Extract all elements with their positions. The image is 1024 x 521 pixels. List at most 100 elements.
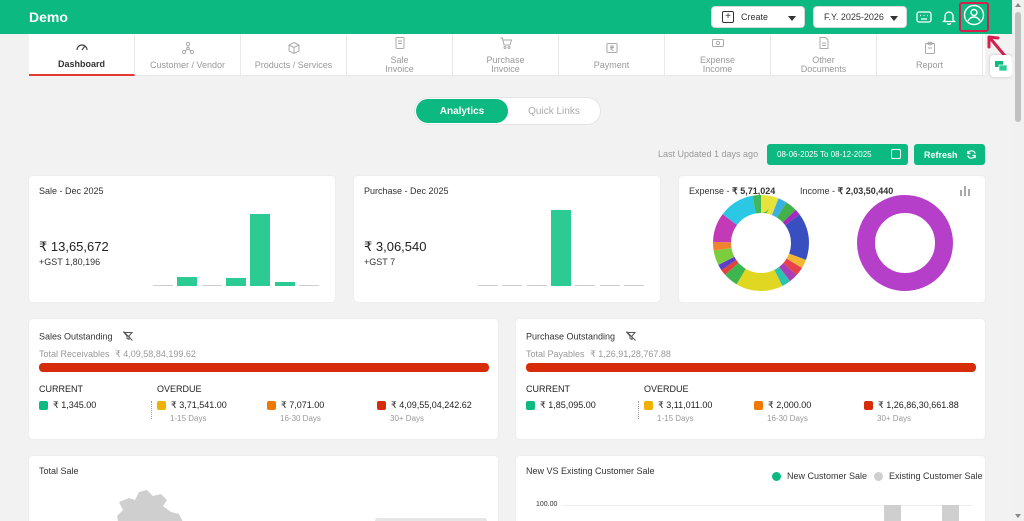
status-dot: [377, 401, 386, 410]
clipboard-icon: [923, 41, 937, 61]
invoice-icon: [393, 36, 407, 56]
profile-icon: [963, 4, 985, 31]
refresh-icon: [967, 150, 976, 159]
bar: [274, 282, 295, 286]
income-label-text: Income -: [800, 186, 838, 196]
legend-dot: [772, 471, 781, 481]
nav-item-report[interactable]: Report: [877, 34, 983, 76]
expense-income-card: Expense - ₹ 5,71,024 Income - ₹ 2,03,50,…: [679, 176, 985, 302]
total-payables-value: ₹ 1,26,91,28,767.88: [590, 349, 671, 359]
create-label: Create: [741, 12, 769, 22]
nav-item-purchase-invoice[interactable]: Purchase Invoice: [453, 34, 559, 76]
divider: [638, 401, 639, 419]
overdue-range: 1-15 Days: [170, 414, 207, 423]
current-value: ₹ 1,345.00: [53, 400, 97, 410]
bar: [623, 285, 644, 286]
overdue-stat: ₹ 1,26,86,30,661.88: [864, 400, 959, 411]
sale-mini-chart: [153, 214, 319, 286]
customer-sale-title: New VS Existing Customer Sale: [526, 466, 655, 476]
legend-existing-customer[interactable]: Existing Customer Sale: [874, 471, 983, 481]
bar: [177, 276, 198, 286]
status-dot: [157, 401, 166, 410]
purchase-outstanding-title: Purchase Outstanding: [526, 331, 636, 343]
nav-item-expense-income[interactable]: Expense Income: [665, 34, 771, 76]
legend-new-customer[interactable]: New Customer Sale: [772, 471, 867, 481]
purchase-card-title: Purchase - Dec 2025: [364, 186, 449, 196]
total-sale-title: Total Sale: [39, 466, 79, 476]
nav-item-products-services[interactable]: Products / Services: [241, 34, 347, 76]
overdue-stat: ₹ 3,71,541.00: [157, 400, 227, 411]
profile-button[interactable]: [959, 2, 989, 32]
filter-off-icon[interactable]: [625, 331, 636, 343]
tab-analytics[interactable]: Analytics: [416, 99, 508, 123]
status-dot: [754, 401, 763, 410]
nav-item-dashboard[interactable]: Dashboard: [29, 34, 135, 76]
cart-icon: [499, 36, 513, 56]
nav-item-payment[interactable]: Payment: [559, 34, 665, 76]
tab-quick-links[interactable]: Quick Links: [528, 105, 580, 117]
sale-gst: +GST 1,80,196: [39, 257, 101, 267]
page-scrollbar[interactable]: [1012, 0, 1024, 521]
expense-label-text: Expense -: [689, 186, 733, 196]
gridline: [562, 505, 972, 506]
bar: [526, 285, 547, 286]
bar: [201, 285, 222, 286]
current-header: CURRENT: [39, 384, 83, 394]
nav-item-sale-invoice[interactable]: Sale Invoice: [347, 34, 453, 76]
scroll-up-icon[interactable]: [1015, 3, 1021, 7]
purchase-amount: ₹ 3,06,540: [364, 239, 427, 254]
overdue-range: 16-30 Days: [767, 414, 808, 423]
customer-sale-card: New VS Existing Customer Sale New Custom…: [516, 456, 985, 521]
expense-label: Expense - ₹ 5,71,024: [689, 186, 775, 197]
current-stat: ₹ 1,345.00: [39, 400, 96, 411]
existing-bar: [942, 505, 959, 521]
refresh-button[interactable]: Refresh: [914, 144, 985, 165]
nav-item-customer-vendor[interactable]: Customer / Vendor: [135, 34, 241, 76]
bar: [153, 285, 173, 286]
bar: [550, 210, 571, 286]
total-receivables: Total Receivables ₹ 4,09,58,84,199.62: [39, 349, 196, 360]
rupee-icon: [605, 41, 619, 61]
total-receivables-label: Total Receivables: [39, 349, 110, 359]
nav-item-label: Products / Services: [254, 59, 333, 70]
overdue-header: OVERDUE: [157, 384, 202, 394]
status-dot: [526, 401, 535, 410]
nav-item-label: Customer / Vendor: [149, 59, 226, 70]
bar: [225, 278, 246, 286]
overdue-value: ₹ 3,11,011.00: [658, 400, 713, 410]
purchase-gst: +GST 7: [364, 257, 396, 267]
expense-value: ₹ 5,71,024: [732, 186, 776, 196]
bell-icon[interactable]: [940, 8, 958, 26]
current-header: CURRENT: [526, 384, 570, 394]
expense-donut-chart: [713, 195, 809, 291]
status-dot: [644, 401, 653, 410]
payables-bar: [526, 363, 976, 372]
network-icon: [181, 41, 195, 61]
keyboard-icon[interactable]: [915, 8, 933, 26]
date-range-picker[interactable]: 08-06-2025 To 08-12-2025: [767, 144, 908, 165]
scroll-down-icon[interactable]: [1015, 514, 1021, 518]
sale-amount: ₹ 13,65,672: [39, 239, 109, 254]
create-button[interactable]: + Create: [711, 6, 805, 28]
scrollbar-thumb[interactable]: [1015, 12, 1021, 122]
bar: [478, 285, 498, 286]
overdue-value: ₹ 2,000.00: [768, 400, 812, 410]
financial-year-select[interactable]: F.Y. 2025-2026: [813, 6, 907, 28]
purchase-outstanding-card: Purchase Outstanding Total Payables ₹ 1,…: [516, 319, 985, 439]
top-bar: Demo + Create F.Y. 2025-2026: [0, 0, 1012, 34]
donut-segment: [713, 195, 809, 291]
income-value: ₹ 2,03,50,440: [837, 186, 894, 196]
nav-item-other-documents[interactable]: Other Documents: [771, 34, 877, 76]
filter-off-icon[interactable]: [122, 331, 134, 343]
nav-item-label: Other Documents: [800, 55, 847, 74]
nav-item-label: Payment: [593, 59, 630, 70]
map-legend-bar: [375, 518, 487, 521]
overdue-value: ₹ 3,71,541.00: [171, 400, 227, 410]
current-value: ₹ 1,85,095.00: [540, 400, 596, 410]
bar-chart-icon[interactable]: [959, 185, 971, 196]
currency-exchange-icon[interactable]: [990, 55, 1012, 77]
existing-bar: [884, 505, 901, 521]
overdue-stat: ₹ 7,071.00: [267, 400, 324, 411]
total-payables-label: Total Payables: [526, 349, 585, 359]
donut-segment: [713, 195, 809, 291]
